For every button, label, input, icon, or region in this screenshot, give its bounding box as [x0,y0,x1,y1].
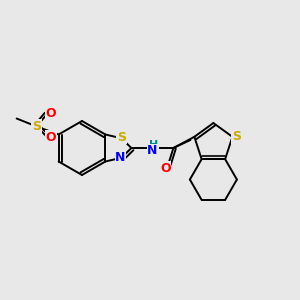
Text: N: N [147,145,158,158]
Text: O: O [160,161,171,175]
Text: O: O [45,107,56,120]
Text: S: S [117,131,126,144]
Text: S: S [232,130,241,143]
Text: O: O [45,131,56,144]
Text: S: S [32,120,41,133]
Text: H: H [149,140,158,150]
Text: N: N [115,151,126,164]
